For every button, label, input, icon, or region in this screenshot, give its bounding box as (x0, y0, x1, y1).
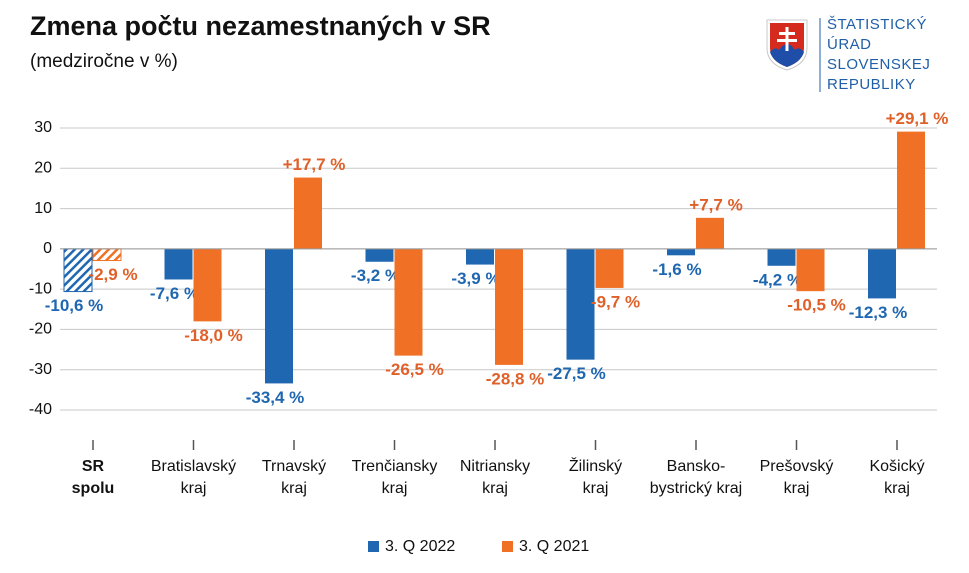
x-tick-label: SR spolu (71, 458, 115, 497)
logo-text: SLOVENSKEJ (827, 56, 930, 73)
bar (595, 248, 624, 288)
value-label: +17,7 % (283, 155, 346, 174)
legend-label: 3. Q 2021 (519, 538, 589, 555)
legend-label: 3. Q 2022 (385, 538, 455, 555)
value-label: -33,4 % (246, 388, 305, 407)
x-tick-label: Košický kraj (869, 458, 925, 497)
bar (92, 248, 122, 262)
y-tick-label: 20 (34, 160, 52, 177)
legend-swatch (368, 541, 379, 552)
bar (897, 131, 925, 249)
value-label: -18,0 % (184, 326, 243, 345)
logo-text: ŠTATISTICKÝ (827, 16, 927, 33)
y-tick-label: 10 (34, 200, 52, 217)
chart-subtitle: (medziročne v %) (30, 51, 178, 72)
logo-text: ÚRAD (827, 36, 872, 53)
bar (365, 248, 394, 262)
y-tick-label: 30 (34, 119, 52, 136)
y-tick-label: -40 (29, 401, 52, 418)
value-label: -7,6 % (150, 284, 199, 303)
y-tick-label: -20 (29, 321, 52, 338)
bar (394, 248, 423, 356)
value-label: -28,8 % (486, 369, 545, 388)
x-tick-label: Bansko- bystrický kraj (649, 458, 743, 497)
y-tick-label: -30 (29, 361, 52, 378)
logo-text: REPUBLIKY (827, 76, 916, 93)
value-label: -9,7 % (591, 292, 640, 311)
bar (796, 248, 825, 292)
bar (63, 248, 93, 293)
value-label: -10,6 % (45, 296, 104, 315)
bar (164, 248, 193, 280)
value-label: -1,6 % (652, 260, 701, 279)
chart-title: Zmena počtu nezamestnaných v SR (30, 11, 491, 41)
bar (265, 248, 293, 384)
bar (294, 177, 322, 249)
value-label: -10,5 % (787, 296, 846, 315)
bar (566, 248, 595, 360)
value-label: -4,2 % (753, 270, 802, 289)
y-tick-label: -10 (29, 280, 52, 297)
x-tick-label: Bratislavský kraj (150, 458, 237, 497)
legend-swatch (502, 541, 513, 552)
bar (495, 248, 523, 365)
value-label: -3,2 % (351, 266, 400, 285)
bar (667, 248, 695, 256)
logo-emblem (766, 19, 808, 71)
bar (193, 248, 222, 322)
x-tick-label: Trnavský kraj (261, 458, 327, 497)
x-tick-label: Trenčiansky kraj (351, 458, 438, 497)
bar (466, 248, 494, 265)
bar (696, 217, 724, 249)
value-label: -12,3 % (849, 303, 908, 322)
value-label: +7,7 % (689, 195, 742, 214)
x-tick-label: Žilinský kraj (568, 458, 623, 497)
value-label: -27,5 % (547, 364, 606, 383)
value-label: +29,1 % (886, 109, 949, 128)
y-tick-label: 0 (43, 240, 52, 257)
x-tick-label: Nitriansky kraj (459, 458, 531, 497)
value-label: -26,5 % (385, 360, 444, 379)
bar (767, 248, 796, 266)
bar (868, 248, 896, 299)
x-tick-label: Prešovský kraj (759, 458, 834, 497)
value-label: -3,9 % (451, 269, 500, 288)
value-label: -2,9 % (88, 265, 137, 284)
